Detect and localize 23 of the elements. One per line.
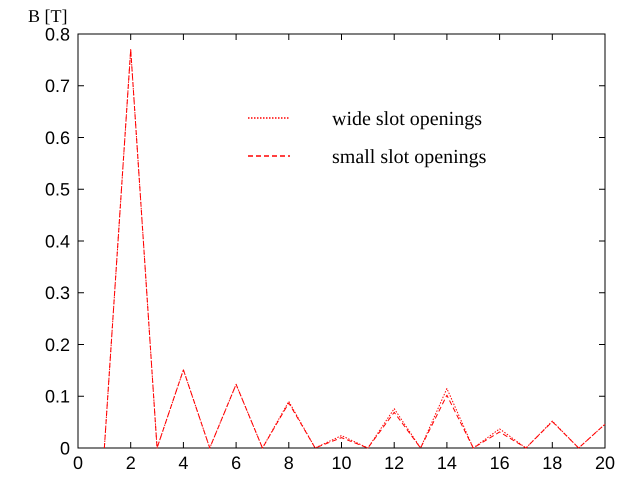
x-tick-label: 4: [178, 453, 188, 473]
legend-label: wide slot openings: [332, 108, 482, 130]
x-tick-label: 0: [72, 453, 84, 473]
y-tick-label: 0.1: [44, 386, 70, 407]
x-tick-label: 12: [384, 453, 404, 473]
y-tick-label: 0.4: [44, 231, 70, 252]
x-tick-label: 2: [126, 453, 136, 473]
y-tick-label: 0.8: [44, 24, 70, 44]
y-axis-title: B [T]: [28, 6, 68, 26]
y-tick-label: 0.3: [44, 283, 70, 304]
y-tick-label: 0.7: [44, 76, 70, 96]
y-tick-label: 0.2: [44, 334, 70, 355]
y-tick-label: 0: [60, 438, 70, 458]
x-tick-label: 10: [331, 453, 352, 473]
x-tick-label: 16: [490, 453, 510, 473]
legend-label: small slot openings: [332, 146, 487, 168]
y-tick-label: 0.5: [44, 180, 70, 200]
x-tick-label: 20: [594, 453, 616, 473]
y-tick-label: 0.6: [44, 128, 70, 148]
x-tick-label: 18: [542, 453, 562, 473]
x-tick-label: 14: [436, 453, 457, 473]
x-tick-label: 8: [284, 453, 294, 473]
x-tick-label: 6: [231, 453, 242, 473]
